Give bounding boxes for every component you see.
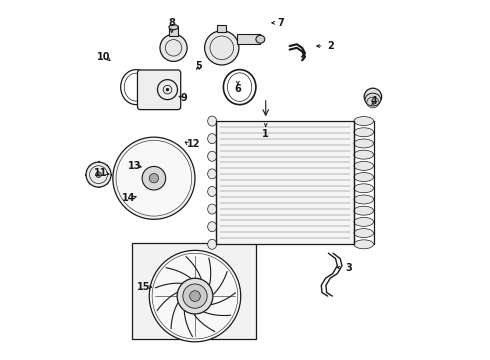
Ellipse shape bbox=[208, 151, 217, 161]
Circle shape bbox=[149, 250, 241, 342]
Text: 5: 5 bbox=[195, 61, 202, 71]
Text: 11: 11 bbox=[94, 168, 107, 178]
Ellipse shape bbox=[364, 88, 382, 105]
Ellipse shape bbox=[208, 239, 217, 249]
Ellipse shape bbox=[354, 184, 373, 193]
FancyBboxPatch shape bbox=[138, 70, 181, 110]
Ellipse shape bbox=[354, 128, 373, 137]
Ellipse shape bbox=[354, 117, 373, 126]
Circle shape bbox=[149, 174, 159, 183]
Text: 15: 15 bbox=[136, 282, 150, 292]
Circle shape bbox=[177, 278, 213, 314]
Text: 9: 9 bbox=[181, 93, 188, 103]
Circle shape bbox=[160, 34, 187, 62]
Ellipse shape bbox=[208, 116, 217, 126]
Circle shape bbox=[142, 166, 166, 190]
Ellipse shape bbox=[354, 161, 373, 170]
Text: 2: 2 bbox=[327, 41, 334, 51]
Ellipse shape bbox=[354, 229, 373, 238]
Text: 13: 13 bbox=[127, 161, 141, 171]
Text: 3: 3 bbox=[345, 262, 352, 273]
Bar bbox=[217, 121, 354, 244]
Circle shape bbox=[190, 291, 200, 301]
Ellipse shape bbox=[208, 169, 217, 179]
Text: 1: 1 bbox=[262, 129, 269, 139]
Text: 4: 4 bbox=[370, 96, 377, 107]
Bar bbox=[218, 25, 226, 32]
Circle shape bbox=[166, 88, 169, 91]
Bar bbox=[169, 26, 178, 36]
Ellipse shape bbox=[354, 150, 373, 159]
Circle shape bbox=[183, 284, 207, 308]
Text: 8: 8 bbox=[169, 18, 175, 28]
Ellipse shape bbox=[256, 35, 265, 43]
Bar bbox=[237, 34, 260, 44]
Circle shape bbox=[152, 253, 238, 339]
Ellipse shape bbox=[354, 240, 373, 249]
Ellipse shape bbox=[354, 195, 373, 204]
Text: 10: 10 bbox=[97, 52, 111, 62]
Text: 12: 12 bbox=[187, 139, 200, 149]
Ellipse shape bbox=[208, 186, 217, 197]
Text: 6: 6 bbox=[235, 84, 241, 94]
Ellipse shape bbox=[208, 222, 217, 232]
Ellipse shape bbox=[354, 206, 373, 215]
Ellipse shape bbox=[113, 137, 195, 219]
Ellipse shape bbox=[365, 93, 381, 106]
Ellipse shape bbox=[169, 24, 178, 30]
Bar bbox=[132, 243, 256, 339]
Ellipse shape bbox=[354, 172, 373, 181]
Circle shape bbox=[96, 172, 101, 177]
Circle shape bbox=[86, 162, 111, 187]
Text: 7: 7 bbox=[277, 18, 284, 28]
Ellipse shape bbox=[354, 217, 373, 226]
Ellipse shape bbox=[116, 140, 192, 216]
Text: 14: 14 bbox=[122, 193, 136, 203]
Circle shape bbox=[205, 31, 239, 65]
Ellipse shape bbox=[354, 139, 373, 148]
Ellipse shape bbox=[208, 204, 217, 214]
Ellipse shape bbox=[208, 134, 217, 144]
